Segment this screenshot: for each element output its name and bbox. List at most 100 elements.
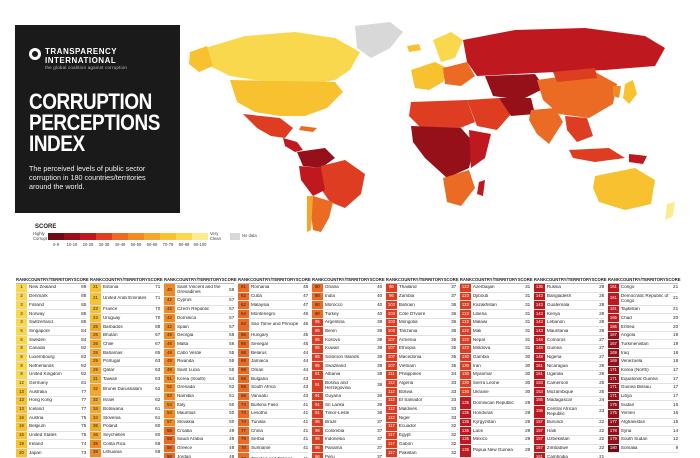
country-cell: Ghana [324,285,339,290]
world-map-svg [189,22,675,232]
rank-cell: 175 [607,409,619,418]
country-cell: Armenia [398,337,417,342]
score-cell: 54 [229,375,235,381]
table-row: 135 Kyrgyzstan 29 [459,418,531,428]
table-row: 103 Mongolia 36 [385,318,457,328]
rank-cell: 36 [89,422,101,431]
country-cell: Hong Kong [29,398,52,403]
map-central-asia [485,74,545,100]
country-cell: Israel [102,398,115,403]
table-row: 68 Vanuatu 43 [237,392,309,402]
column-header-rank: RANK [89,277,103,282]
rank-cell: 112 [385,405,397,414]
country-cell: Colombia [324,428,345,433]
country-cell: Afghanistan [620,420,646,425]
score-cell: 17 [673,384,679,390]
map-russia [463,28,665,76]
table-row: 26 Bhutan 67 [89,331,161,341]
ranking-column: RANK COUNTRY/TERRITORY SCORE 21 Estonia 71 21 U… [89,275,163,458]
score-cell: 77 [81,388,87,394]
table-row: 135 Papua New Guinea 29 [459,444,531,458]
score-cell: 39 [377,319,383,325]
rank-cell: 153 [533,379,545,388]
country-cell: Serbia [250,437,265,442]
table-row: 32 Brunei Darussalam 62 [89,383,161,397]
country-cell: South Sudan [620,437,648,442]
rank-cell: 117 [385,423,397,431]
score-cell: 58 [229,286,235,292]
table-row: 21 Estonia 71 [89,284,161,293]
table-row: 74 Burkina Faso 41 [237,401,309,410]
country-cell: Gabon [398,441,413,446]
country-cell: Ecuador [398,424,417,429]
score-cell: 30 [525,380,531,385]
rank-cell: 66 [237,340,249,349]
rank-cell: 19 [16,440,27,449]
score-cell: 30 [525,353,531,359]
table-row: 157 Burundi 22 [533,418,605,428]
rank-cell: 96 [311,453,323,458]
legend-swatch [192,233,208,241]
score-cell: 45 [303,340,309,346]
table-row: 179 South Sudan 12 [607,436,679,445]
rank-cell: 148 [533,336,545,344]
country-cell: Cameroon [546,381,569,385]
table-row: 178 Syria 14 [607,427,679,436]
column-header-country: COUNTRY/TERRITORY [398,277,444,282]
rank-cell: 91 [311,370,323,379]
score-cell: 31 [525,345,531,351]
rank-cell: 122 [459,292,471,301]
score-cell: 30 [525,388,531,394]
page-title: CORRUPTION PERCEPTIONS INDEX [29,91,175,155]
table-row: 135 Dominican Republic 29 [459,396,531,410]
column-header-rank: RANK [237,277,251,282]
rank-cell: 80 [311,284,323,292]
rank-cell: 122 [459,336,471,344]
rank-cell: 177 [607,418,619,427]
rank-cell: 96 [311,418,323,427]
score-cell: 50 [229,419,235,425]
country-cell: Nigeria [546,354,562,359]
rank-cell: 80 [311,292,323,301]
score-cell: 50 [229,401,235,407]
rank-cell: 135 [459,409,471,418]
table-row: 175 Yemen 16 [607,409,679,419]
score-cell: 82 [81,353,87,359]
rank-cell: 38 [89,440,101,448]
column-header-country: COUNTRY/TERRITORY [324,277,370,282]
table-row: 16 United States 75 [16,431,87,441]
legend-high-label: Very Clean [210,231,221,241]
score-cell: 21 [673,306,679,312]
rank-cell: 58 [163,436,175,444]
score-cell: 37 [377,436,383,442]
country-cell: Morocco [324,302,343,307]
country-cell: Tajikistan [620,307,640,312]
score-cell: 33 [451,406,457,412]
score-cell: 35 [451,336,457,342]
rank-cell: 74 [237,418,249,427]
score-cell: 59 [155,449,161,455]
table-row: 85 Kuwait 39 [311,344,383,354]
score-cell: 49 [229,427,235,433]
column-header-rank: RANK [163,277,177,282]
rank-cell: 85 [311,353,323,362]
rank-cell: 135 [459,418,471,427]
country-cell: Georgia [176,333,194,338]
table-row: 38 Costa Rica 59 [89,440,161,449]
rank-cell: 2 [16,292,27,301]
table-row: 177 Afghanistan 15 [607,418,679,428]
table-row: 91 Sri Lanka 38 [311,401,383,410]
column-header-rank: RANK [16,277,29,282]
country-cell: South Africa [250,385,276,390]
table-row: 122 Moldova 31 [459,344,531,354]
country-cell: Benin [324,328,337,333]
score-cell: 41 [303,436,309,442]
rank-cell: 112 [385,388,397,396]
table-row: 31 Taiwan 63 [89,375,161,384]
country-cell: Korea (South) [176,376,206,381]
table-row: 64 Sao Tome and Principe 46 [237,318,309,332]
table-row: 157 Haiti 22 [533,427,605,436]
score-cell: 41 [303,445,309,451]
country-cell: Sierra Leone [472,381,500,385]
rank-cell: 78 [237,444,249,453]
